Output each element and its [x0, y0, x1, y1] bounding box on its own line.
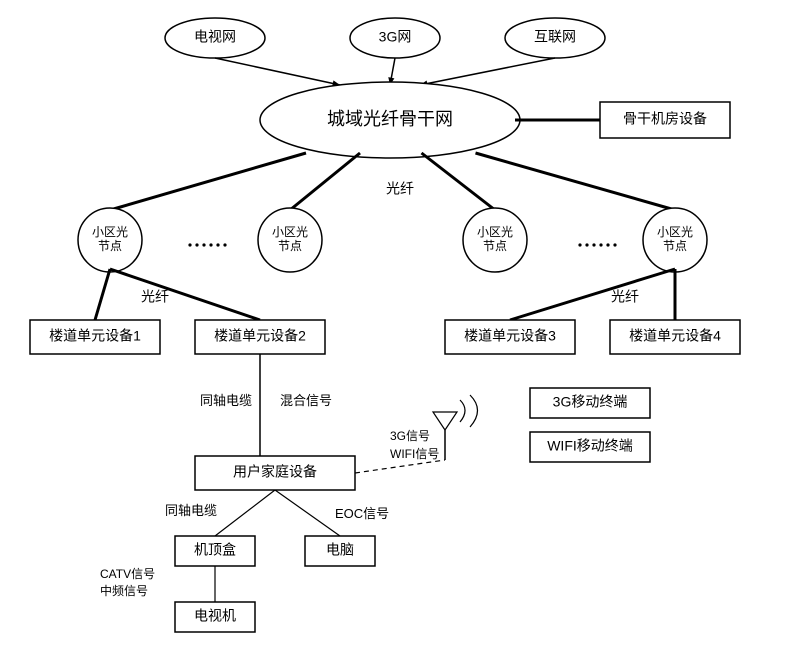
- district-node-0-label: 节点: [98, 239, 122, 253]
- mixed-label: 混合信号: [280, 393, 332, 408]
- dots: [606, 243, 609, 246]
- dots: [216, 243, 219, 246]
- connector: [215, 490, 275, 536]
- wireless-terminal-0-label: 3G移动终端: [553, 394, 628, 410]
- stb-box-label: 机顶盒: [194, 542, 236, 558]
- dots: [592, 243, 595, 246]
- connector: [95, 269, 110, 320]
- wave-icon: [470, 395, 478, 427]
- wave-icon: [460, 400, 465, 422]
- coax-label: 同轴电缆: [200, 393, 252, 408]
- coax-label-2: 同轴电缆: [165, 503, 217, 518]
- district-node-0-label: 小区光: [92, 225, 128, 239]
- fiber-label-mid: 光纤: [386, 181, 414, 197]
- dots: [195, 243, 198, 246]
- connector: [110, 153, 306, 210]
- unit-equipment-0-label: 楼道单元设备1: [49, 328, 141, 344]
- dots: [188, 243, 191, 246]
- district-node-3-label: 节点: [663, 239, 687, 253]
- catv-label-1: 中频信号: [100, 583, 148, 598]
- district-node-1-label: 小区光: [272, 225, 308, 239]
- connector: [215, 58, 340, 85]
- unit-equipment-3-label: 楼道单元设备4: [629, 328, 721, 344]
- dots: [202, 243, 205, 246]
- dots: [209, 243, 212, 246]
- fiber-side-label-1: 光纤: [611, 289, 639, 305]
- pc-box-label: 电脑: [326, 542, 354, 558]
- catv-label-0: CATV信号: [100, 567, 155, 581]
- connector: [110, 269, 260, 320]
- home-equipment-label: 用户家庭设备: [233, 464, 317, 480]
- connector: [275, 490, 340, 536]
- top-network-0-label: 电视网: [194, 29, 236, 45]
- dots: [578, 243, 581, 246]
- antenna-label-1: WIFI信号: [390, 447, 439, 461]
- tv-box-label: 电视机: [194, 608, 236, 624]
- top-network-2-label: 互联网: [534, 29, 576, 45]
- connector: [290, 153, 360, 210]
- dots: [599, 243, 602, 246]
- antenna-label-0: 3G信号: [390, 429, 430, 443]
- antenna-icon: [433, 412, 457, 430]
- connector: [476, 153, 676, 210]
- district-node-2-label: 小区光: [477, 225, 513, 239]
- district-node-2-label: 节点: [483, 239, 507, 253]
- dots: [613, 243, 616, 246]
- top-network-1-label: 3G网: [379, 29, 412, 45]
- district-node-3-label: 小区光: [657, 225, 693, 239]
- dots: [585, 243, 588, 246]
- dots: [223, 243, 226, 246]
- backbone-label: 城域光纤骨干网: [327, 109, 453, 129]
- backbone-equipment-label: 骨干机房设备: [623, 111, 707, 127]
- eoc-label: EOC信号: [335, 506, 389, 521]
- fiber-side-label-0: 光纤: [141, 289, 169, 305]
- connector: [510, 269, 675, 320]
- connector: [422, 153, 496, 210]
- unit-equipment-2-label: 楼道单元设备3: [464, 328, 556, 344]
- connector: [355, 460, 445, 473]
- connector: [420, 58, 555, 85]
- wireless-terminal-1-label: WIFI移动终端: [547, 438, 633, 454]
- unit-equipment-1-label: 楼道单元设备2: [214, 328, 306, 344]
- district-node-1-label: 节点: [278, 239, 302, 253]
